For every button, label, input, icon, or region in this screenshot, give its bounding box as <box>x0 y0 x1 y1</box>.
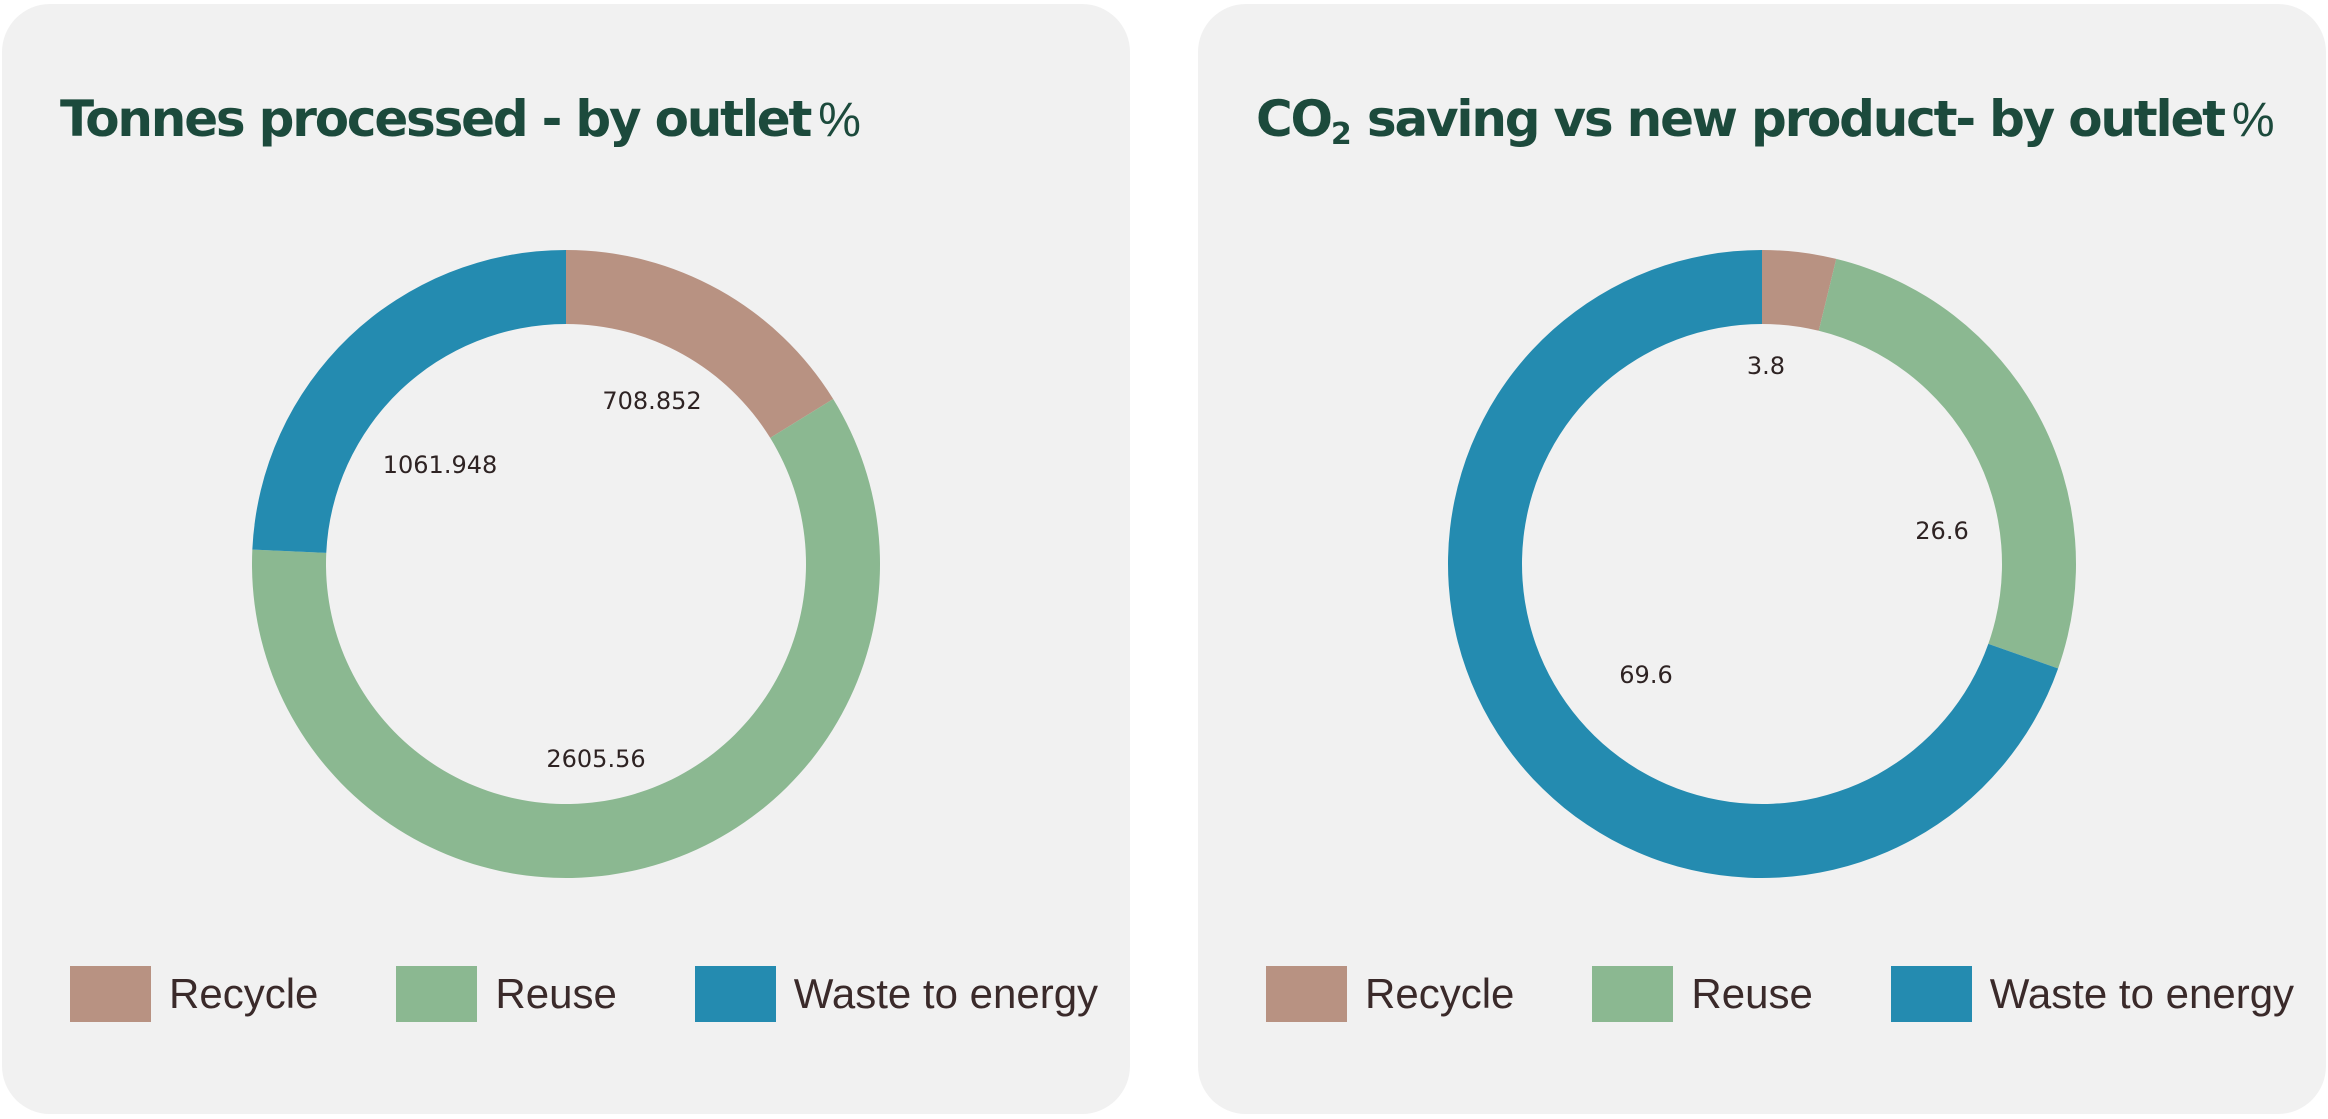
legend-label-waste-to-energy: Waste to energy <box>793 970 1099 1017</box>
chart-title-unit: % <box>2231 94 2275 147</box>
slice-label-reuse: 2605.56 <box>546 745 645 773</box>
slice-label-waste-to-energy: 1061.948 <box>383 451 498 479</box>
slice-reuse <box>252 399 880 878</box>
chart-legend: Recycle Reuse Waste to energy <box>70 966 1098 1022</box>
co2-saving-chart-panel: CO2 saving vs new product- by outlet% 3.… <box>1198 4 2326 1114</box>
legend-swatch-waste-to-energy <box>694 966 776 1022</box>
legend-item-waste-to-energy: Waste to energy <box>694 966 1099 1022</box>
legend-swatch-recycle <box>70 966 151 1022</box>
legend-label-reuse: Reuse <box>495 970 617 1017</box>
chart-legend: Recycle Reuse Waste to energy <box>1266 966 2294 1022</box>
chart-title: Tonnes processed - by outlet% <box>60 90 861 148</box>
legend-item-recycle: Recycle <box>1266 966 1514 1022</box>
legend-item-waste-to-energy: Waste to energy <box>1890 966 2295 1022</box>
legend-swatch-reuse <box>1592 966 1674 1022</box>
chart-title-text: Tonnes processed - by outlet <box>60 90 812 148</box>
slice-recycle <box>1762 250 1837 331</box>
legend-item-recycle: Recycle <box>70 966 318 1022</box>
legend-item-reuse: Reuse <box>396 966 617 1022</box>
legend-label-recycle: Recycle <box>169 970 319 1017</box>
slice-recycle <box>566 250 834 438</box>
legend-label-waste-to-energy: Waste to energy <box>1989 970 2295 1017</box>
legend-swatch-recycle <box>1266 966 1347 1022</box>
slice-label-reuse: 26.6 <box>1915 517 1968 545</box>
chart-title-co: CO <box>1256 90 1333 148</box>
slice-reuse <box>1818 258 2076 669</box>
slice-label-recycle: 708.852 <box>602 387 701 415</box>
legend-item-reuse: Reuse <box>1592 966 1813 1022</box>
chart-title-unit: % <box>818 94 861 147</box>
legend-swatch-reuse <box>396 966 478 1022</box>
tonnes-chart-panel: Tonnes processed - by outlet% 708.852 260… <box>2 4 1130 1114</box>
slice-label-waste-to-energy: 69.6 <box>1619 661 1672 689</box>
chart-title-subscript: 2 <box>1330 117 1352 152</box>
donut-chart: 708.852 2605.56 1061.948 <box>252 250 880 878</box>
slice-waste-to-energy <box>252 250 566 553</box>
chart-title-text: saving vs new product- by outlet <box>1351 90 2226 148</box>
donut-chart: 3.8 26.6 69.6 <box>1447 250 2076 878</box>
legend-swatch-waste-to-energy <box>1890 966 1972 1022</box>
legend-label-recycle: Recycle <box>1365 970 1515 1017</box>
chart-title: CO2 saving vs new product- by outlet% <box>1256 90 2275 152</box>
slice-label-recycle: 3.8 <box>1747 352 1785 380</box>
legend-label-reuse: Reuse <box>1691 970 1813 1017</box>
